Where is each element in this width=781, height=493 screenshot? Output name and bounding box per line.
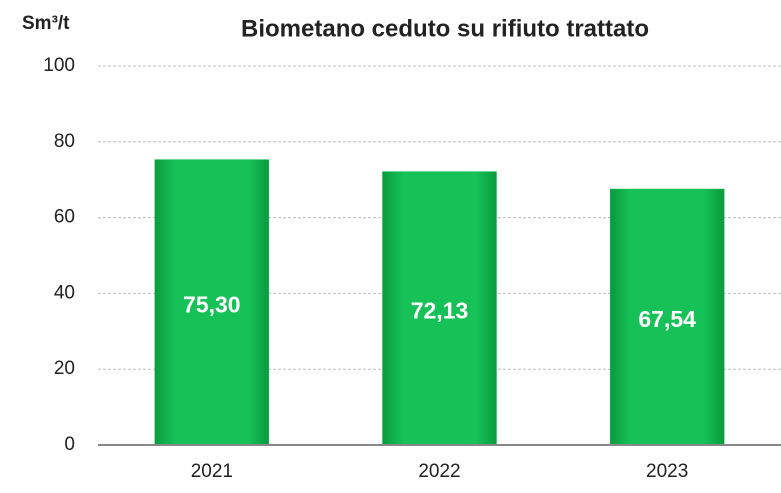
y-tick-label: 60 [54,207,75,228]
x-tick-label: 2022 [418,461,460,482]
chart-title: Biometano ceduto su rifiuto trattato [241,15,649,42]
bar [382,171,497,446]
bar [609,188,725,446]
x-tick-label: 2023 [646,461,688,482]
y-tick-label: 100 [43,55,75,76]
y-tick-label: 80 [54,131,75,152]
y-tick-label: 20 [54,358,75,379]
y-axis-label: Sm³/t [22,13,70,34]
y-tick-label: 0 [64,434,75,455]
data-label: 72,13 [411,297,469,323]
y-tick-label: 40 [54,282,75,303]
x-tick-label: 2021 [191,461,233,482]
bar [154,159,270,446]
data-label: 75,30 [183,291,241,317]
data-label: 67,54 [638,306,696,332]
